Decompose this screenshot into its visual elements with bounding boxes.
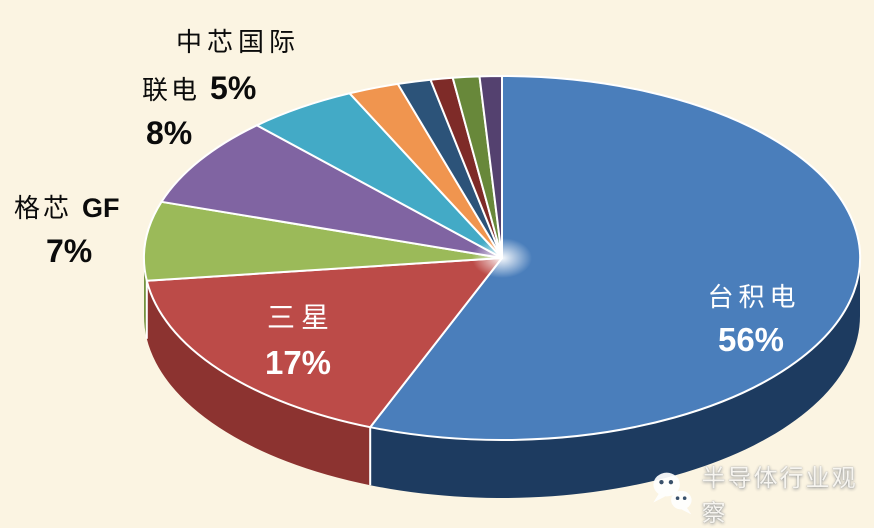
pie-slice-格芯 GF bbox=[142, 200, 503, 282]
label-samsung-percent: 17% bbox=[264, 344, 332, 381]
label-umc-name: 联电 bbox=[142, 76, 201, 106]
label-tsmc-name: 台积电 bbox=[707, 283, 801, 313]
label-smic-name: 中芯国际 bbox=[176, 28, 301, 58]
pie-slice-side-台积电 bbox=[370, 258, 860, 498]
label-gf-latin: GF bbox=[82, 193, 120, 223]
label-samsung-name: 三星 bbox=[266, 301, 336, 334]
pie-slice-台积电 bbox=[369, 75, 862, 441]
pie-slice-other-9 bbox=[478, 75, 503, 259]
label-gf-name: 格芯 GF bbox=[14, 193, 120, 224]
label-gf-chinese: 格芯 bbox=[14, 194, 73, 224]
label-gf-percent: 7% bbox=[46, 233, 93, 269]
watermark-text: 半导体行业观察 bbox=[701, 465, 858, 527]
pie-slice-联电 bbox=[160, 124, 503, 259]
label-umc-percent: 8% bbox=[146, 115, 193, 151]
pie-slice-side-三星 bbox=[146, 280, 371, 486]
wechat-icon bbox=[653, 472, 692, 514]
pie-slice-三星 bbox=[145, 257, 503, 429]
watermark: 半导体行业观察 bbox=[652, 458, 874, 528]
label-umc-and-smic-pct: 联电 5% bbox=[142, 72, 256, 104]
label-tsmc-percent: 56% bbox=[717, 321, 785, 358]
label-smic-percent: 5% bbox=[210, 70, 257, 106]
pie-center-highlight bbox=[472, 238, 532, 278]
